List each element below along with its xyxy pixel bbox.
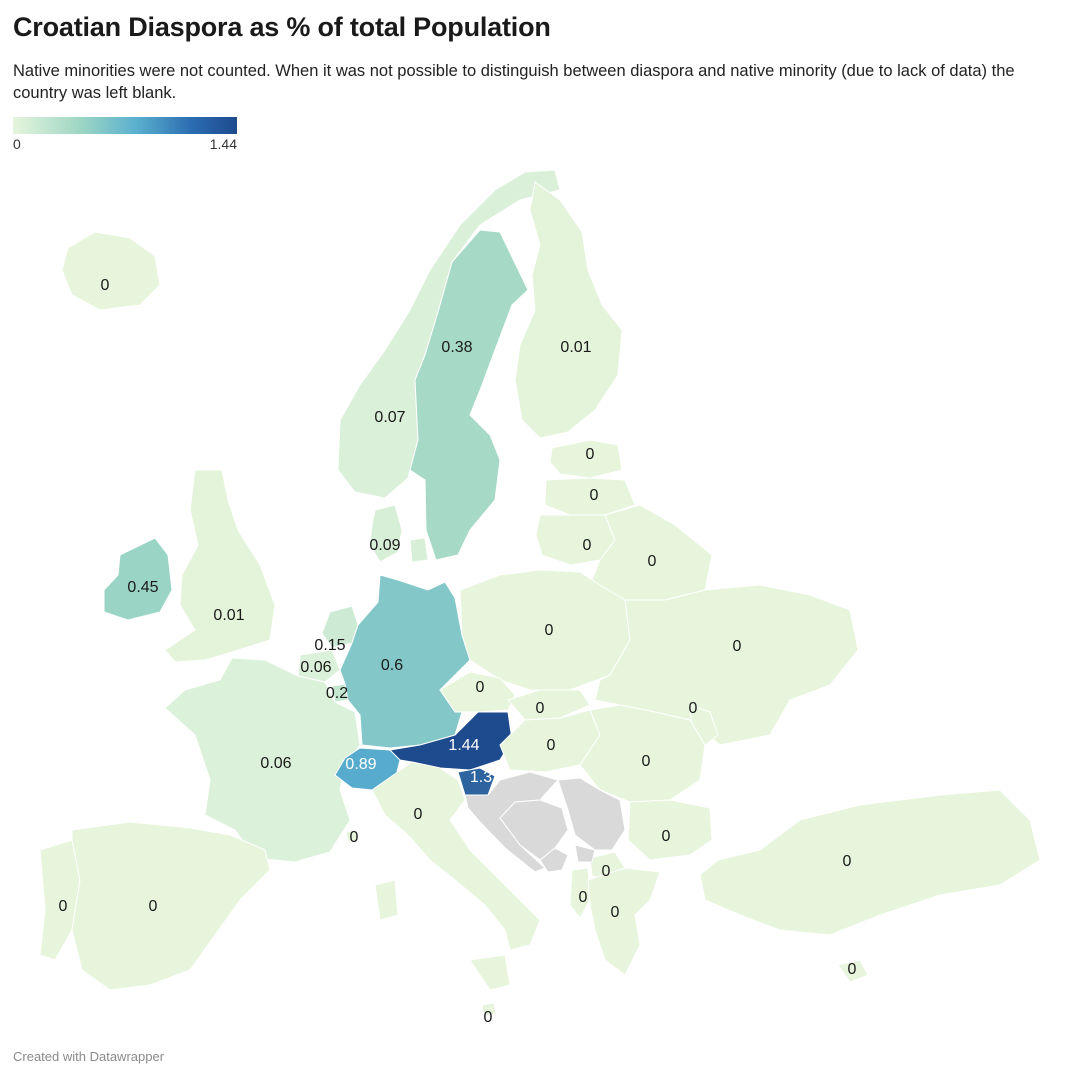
country-cyprus[interactable] bbox=[837, 959, 869, 983]
country-denmark[interactable] bbox=[369, 504, 429, 563]
value-label-romania: 0 bbox=[642, 753, 651, 770]
value-label-switzerland: 0.89 bbox=[345, 756, 376, 773]
country-italy[interactable] bbox=[371, 761, 541, 991]
country-monaco[interactable] bbox=[345, 829, 359, 843]
value-label-italy: 0 bbox=[414, 806, 423, 823]
country-france[interactable] bbox=[164, 657, 361, 863]
value-label-turkey: 0 bbox=[843, 853, 852, 870]
country-kosovo[interactable] bbox=[574, 844, 596, 863]
value-label-lithuania: 0 bbox=[583, 537, 592, 554]
country-shapes bbox=[39, 169, 1041, 1017]
value-label-united-kingdom: 0.01 bbox=[213, 607, 244, 624]
value-label-albania: 0 bbox=[579, 889, 588, 906]
datawrapper-credit: Created with Datawrapper bbox=[13, 1049, 165, 1064]
country-turkey[interactable] bbox=[699, 789, 1041, 936]
country-estonia[interactable] bbox=[549, 439, 623, 479]
value-label-iceland: 0 bbox=[101, 277, 110, 294]
country-slovenia[interactable] bbox=[457, 767, 496, 796]
country-finland[interactable] bbox=[514, 181, 623, 439]
value-label-slovakia: 0 bbox=[536, 700, 545, 717]
country-greece[interactable] bbox=[587, 867, 661, 976]
value-label-malta: 0 bbox=[484, 1009, 493, 1026]
country-montenegro[interactable] bbox=[539, 847, 569, 873]
map-subtitle: Native minorities were not counted. When… bbox=[13, 62, 1015, 102]
value-label-finland: 0.01 bbox=[560, 339, 591, 356]
value-label-hungary: 0 bbox=[547, 737, 556, 754]
country-spain[interactable] bbox=[71, 821, 271, 991]
country-value-labels: 00.070.38 0.0100000.090.450.010.150.060.2… bbox=[59, 277, 857, 1026]
country-norway[interactable] bbox=[337, 169, 561, 499]
map-title: Croatian Diaspora as % of total Populati… bbox=[13, 12, 551, 42]
value-label-north-macedonia: 0 bbox=[602, 863, 611, 880]
country-serbia[interactable] bbox=[557, 777, 626, 851]
country-albania[interactable] bbox=[569, 867, 591, 919]
value-label-monaco: 0 bbox=[350, 829, 359, 846]
value-label-spain: 0 bbox=[149, 898, 158, 915]
country-sweden[interactable] bbox=[409, 229, 529, 561]
value-label-portugal: 0 bbox=[59, 898, 68, 915]
value-label-sweden: 0.38 bbox=[441, 339, 472, 356]
legend-max-label: 1.44 bbox=[209, 136, 237, 152]
country-belgium[interactable] bbox=[297, 649, 341, 683]
legend-labels: 0 1.44 bbox=[13, 136, 237, 152]
value-label-czechia: 0 bbox=[476, 679, 485, 696]
country-united-kingdom[interactable] bbox=[164, 469, 276, 663]
country-bulgaria[interactable] bbox=[627, 799, 713, 861]
value-label-greece: 0 bbox=[611, 904, 620, 921]
country-iceland[interactable] bbox=[61, 231, 161, 311]
value-label-latvia: 0 bbox=[590, 487, 599, 504]
value-label-france: 0.06 bbox=[260, 755, 291, 772]
value-label-cyprus: 0 bbox=[848, 961, 857, 978]
value-label-estonia: 0 bbox=[586, 446, 595, 463]
country-ireland[interactable] bbox=[103, 537, 173, 621]
country-romania[interactable] bbox=[579, 704, 706, 803]
value-label-belarus: 0 bbox=[648, 553, 657, 570]
value-label-luxembourg: 0.2 bbox=[326, 685, 348, 702]
value-label-poland: 0 bbox=[545, 622, 554, 639]
value-label-bulgaria: 0 bbox=[662, 828, 671, 845]
value-label-slovenia: 1.3 bbox=[470, 769, 492, 786]
value-label-moldova: 0 bbox=[689, 700, 698, 717]
value-label-ukraine: 0 bbox=[733, 638, 742, 655]
legend-gradient-bar bbox=[13, 117, 237, 134]
value-label-norway: 0.07 bbox=[374, 409, 405, 426]
country-germany[interactable] bbox=[339, 574, 471, 749]
value-label-ireland: 0.45 bbox=[127, 579, 158, 596]
legend-min-label: 0 bbox=[13, 136, 21, 152]
value-label-austria: 1.44 bbox=[448, 737, 479, 754]
color-legend: 0 1.44 bbox=[13, 117, 237, 152]
value-label-germany: 0.6 bbox=[381, 657, 403, 674]
country-ukraine[interactable] bbox=[594, 584, 859, 746]
value-label-netherlands: 0.15 bbox=[314, 637, 345, 654]
country-malta[interactable] bbox=[481, 1002, 497, 1017]
value-label-denmark: 0.09 bbox=[369, 537, 400, 554]
value-label-belgium: 0.06 bbox=[300, 659, 331, 676]
country-latvia[interactable] bbox=[544, 477, 636, 516]
